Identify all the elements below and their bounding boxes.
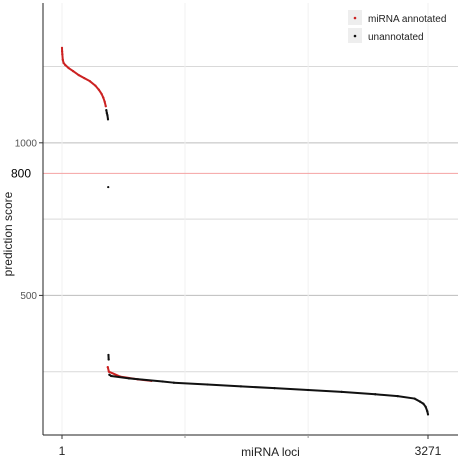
- x-axis-title: miRNA loci: [241, 445, 300, 459]
- legend-key-dot: [353, 16, 357, 20]
- legend-key-dot: [353, 34, 357, 38]
- point-trail: [396, 395, 416, 400]
- threshold-label: 800: [11, 166, 31, 180]
- point: [106, 118, 110, 121]
- point-trail: [128, 377, 164, 383]
- legend-label: miRNA annotated: [368, 14, 446, 25]
- point-trail: [239, 385, 276, 390]
- point: [107, 358, 110, 361]
- y-axis-title: prediction score: [1, 191, 15, 276]
- legend-label: unannotated: [368, 32, 424, 43]
- x-tick-label-1: 3271: [415, 444, 442, 458]
- x-tick-label-0: 1: [59, 444, 66, 458]
- threshold-group: 800: [11, 166, 458, 180]
- y-tick-label-1: 1000: [15, 138, 38, 149]
- point-trail: [172, 381, 209, 386]
- point-trail: [88, 80, 97, 87]
- data-points: [60, 46, 430, 416]
- legend-item-0: miRNA annotated: [348, 10, 446, 25]
- series-1: [105, 109, 430, 416]
- point: [426, 413, 430, 416]
- point-trail: [206, 383, 242, 388]
- point: [104, 105, 107, 108]
- axes: 500 1000 1 3271: [15, 3, 458, 458]
- series-0: [60, 46, 153, 382]
- point-trail: [72, 70, 80, 77]
- grid-lines: [43, 3, 458, 435]
- point-trail: [374, 393, 399, 398]
- point-trail: [273, 387, 310, 392]
- point-trail: [107, 370, 122, 378]
- legend: miRNA annotated unannotated: [348, 10, 446, 43]
- point-trail: [161, 380, 175, 384]
- legend-item-1: unannotated: [348, 28, 424, 43]
- point-trail: [307, 389, 343, 393]
- y-tick-label-0: 500: [20, 291, 37, 302]
- point-trail: [110, 374, 131, 380]
- point: [107, 185, 110, 189]
- point-trail: [340, 390, 377, 396]
